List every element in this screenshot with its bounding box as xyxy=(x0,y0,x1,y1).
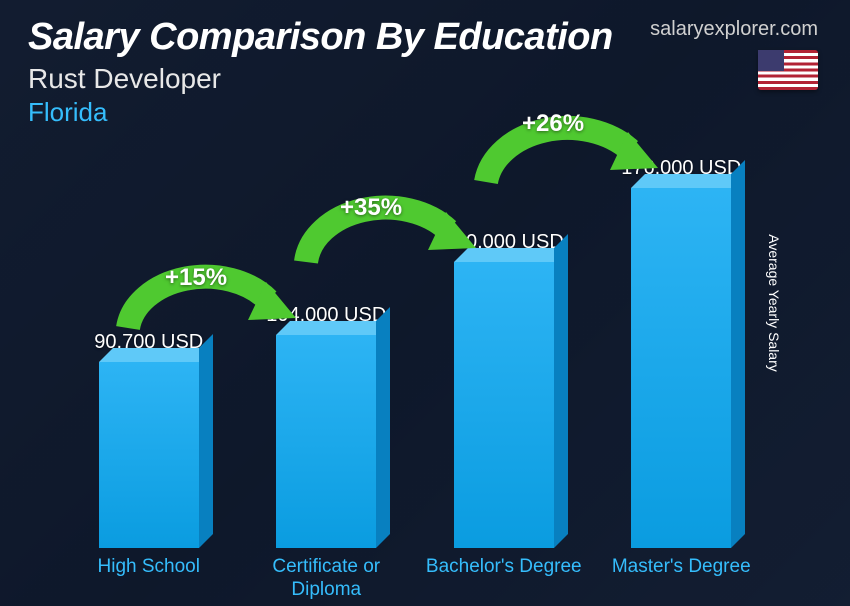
flag-icon xyxy=(758,50,818,90)
bar-shape xyxy=(99,362,199,548)
increase-percent: +15% xyxy=(165,264,227,292)
bar: 104,000 USD xyxy=(246,304,406,548)
x-label: High School xyxy=(69,556,229,602)
bar: 176,000 USD xyxy=(601,157,761,548)
x-label: Bachelor's Degree xyxy=(424,556,584,602)
bar-shape xyxy=(276,335,376,548)
x-label: Master's Degree xyxy=(601,556,761,602)
x-axis-labels: High School Certificate or Diploma Bachelo… xyxy=(60,556,770,602)
bar-chart: 90,700 USD104,000 USD140,000 USD176,000 … xyxy=(60,118,770,548)
bar-shape xyxy=(454,262,554,548)
increase-percent: +35% xyxy=(340,194,402,222)
increase-percent: +26% xyxy=(522,110,584,138)
bar: 140,000 USD xyxy=(424,231,584,548)
bar: 90,700 USD xyxy=(69,331,229,548)
x-label: Certificate or Diploma xyxy=(246,556,406,602)
job-title: Rust Developer xyxy=(28,63,822,95)
brand-label: salaryexplorer.com xyxy=(650,18,818,41)
bar-shape xyxy=(631,188,731,548)
